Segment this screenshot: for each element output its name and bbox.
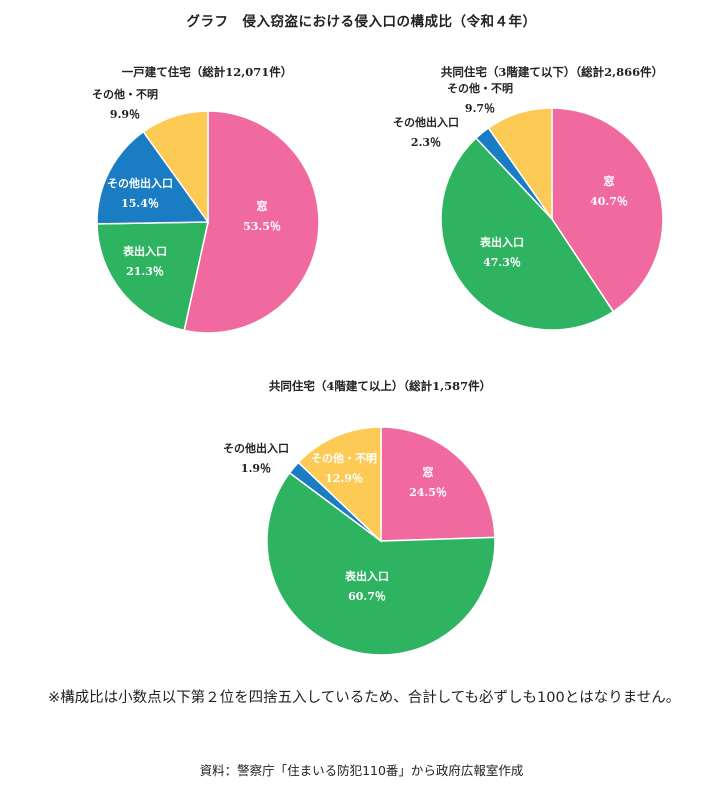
pie-slice-other-unknown xyxy=(297,426,382,543)
pie-slice-window xyxy=(183,110,320,334)
pie-slice-other-entrance xyxy=(96,130,210,225)
slice-category-label-other-unknown: その他・不明 xyxy=(447,81,513,95)
pie-slice-other-unknown xyxy=(142,110,209,225)
slice-category-label-other-unknown: その他・不明 xyxy=(92,87,158,101)
slice-value-label-front-entrance: 21.3％ xyxy=(126,265,164,278)
slice-category-label-window: 窓 xyxy=(257,199,268,213)
pie-slice-front-entrance xyxy=(266,471,496,656)
slice-value-label-front-entrance: 60.7％ xyxy=(348,590,386,603)
slice-category-label-front-entrance: 表出入口 xyxy=(344,569,389,583)
slice-value-label-window: 24.5％ xyxy=(409,486,447,499)
slice-value-label-other-entrance: 1.9％ xyxy=(241,462,271,475)
slice-value-label-front-entrance: 47.3％ xyxy=(483,256,521,269)
slice-category-label-other-entrance: その他出入口 xyxy=(223,441,289,455)
pie-slice-front-entrance xyxy=(96,221,209,332)
slice-category-label-front-entrance: 表出入口 xyxy=(122,244,167,258)
slice-category-label-other-unknown: その他・不明 xyxy=(311,451,377,465)
chart-title-detached-house: 一戸建て住宅（総計12,071件） xyxy=(121,65,293,79)
footnote: ※構成比は小数点以下第２位を四捨五入しているため、合計しても必ずしも100とはな… xyxy=(48,690,681,706)
slice-value-label-other-unknown: 12.9％ xyxy=(325,472,363,485)
slice-value-label-window: 40.7％ xyxy=(590,195,628,208)
slice-category-label-other-entrance: その他出入口 xyxy=(107,176,173,190)
chart-title-high-rise-apartment: 共同住宅（4階建て以上）（総計1,587件） xyxy=(268,379,492,393)
slice-category-label-window: 窓 xyxy=(604,174,615,188)
pie-slice-front-entrance xyxy=(440,137,615,331)
slice-category-label-other-entrance: その他出入口 xyxy=(393,115,459,129)
pie-slice-window xyxy=(380,426,496,542)
main-title: グラフ 侵入窃盗における侵入口の構成比（令和４年） xyxy=(186,14,537,30)
slice-value-label-other-unknown: 9.7％ xyxy=(465,102,495,115)
slice-category-label-window: 窓 xyxy=(423,465,434,479)
slice-category-label-front-entrance: 表出入口 xyxy=(479,235,524,249)
chart-title-low-rise-apartment: 共同住宅（3階建て以下）（総計2,866件） xyxy=(440,65,664,79)
slice-value-label-other-unknown: 9.9％ xyxy=(110,108,140,121)
slice-value-label-other-entrance: 15.4％ xyxy=(121,197,159,210)
slice-value-label-window: 53.5％ xyxy=(243,220,281,233)
source-note: 資料：警察庁「住まいる防犯110番」から政府広報室作成 xyxy=(199,763,524,778)
slice-value-label-other-entrance: 2.3％ xyxy=(411,136,441,149)
pie-slice-other-unknown xyxy=(487,107,553,222)
